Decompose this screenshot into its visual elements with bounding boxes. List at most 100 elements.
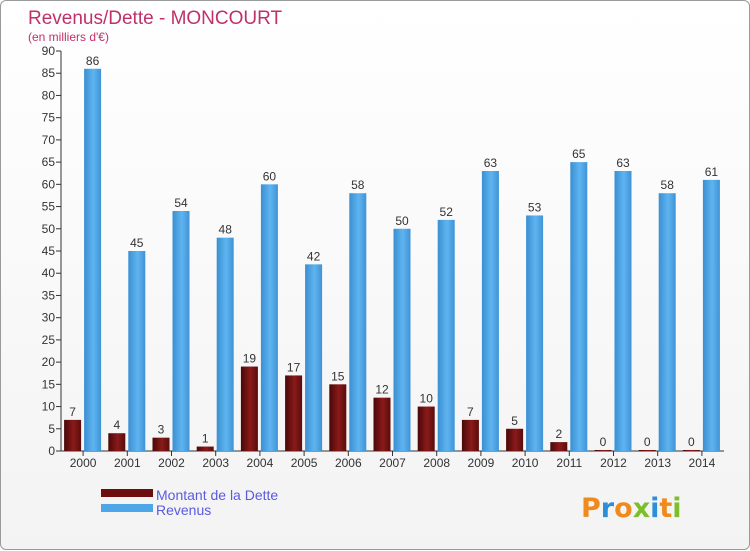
y-tick-label: 90 bbox=[42, 44, 56, 58]
value-label-dette-2006: 15 bbox=[331, 369, 345, 383]
value-label-dette-2001: 4 bbox=[113, 418, 120, 432]
value-label-revenus-2004: 60 bbox=[263, 169, 277, 183]
value-label-dette-2007: 12 bbox=[375, 383, 389, 397]
bar-dette-2007 bbox=[373, 397, 391, 451]
y-tick-label: 80 bbox=[42, 88, 56, 102]
value-label-revenus-2009: 63 bbox=[484, 156, 498, 170]
bar-revenus-2012 bbox=[614, 171, 632, 451]
logo-letter: o bbox=[614, 493, 633, 524]
x-tick-label: 2002 bbox=[158, 456, 185, 470]
logo-letter: i bbox=[672, 493, 681, 524]
y-tick-label: 70 bbox=[42, 133, 56, 147]
value-label-revenus-2010: 53 bbox=[528, 200, 542, 214]
bar-dette-2008 bbox=[417, 406, 435, 451]
x-tick-label: 2003 bbox=[202, 456, 229, 470]
bar-revenus-2008 bbox=[437, 219, 455, 451]
bar-dette-2004 bbox=[240, 366, 258, 451]
value-label-dette-2005: 17 bbox=[287, 360, 301, 374]
x-axis: 2000 2001 2002 2003 2004 2005 2006 2007 2008 2009… bbox=[61, 450, 724, 470]
bar-revenus-2001 bbox=[128, 251, 146, 451]
value-label-dette-2013: 0 bbox=[644, 435, 651, 449]
bar-dette-2001 bbox=[108, 433, 126, 451]
bar-dette-2010 bbox=[506, 428, 524, 451]
x-tick-label: 2007 bbox=[379, 456, 406, 470]
bar-dette-2005 bbox=[285, 375, 303, 451]
x-tick-label: 2011 bbox=[556, 456, 582, 470]
x-tick-label: 2005 bbox=[291, 456, 318, 470]
x-tick-label: 2001 bbox=[114, 456, 141, 470]
x-tick-label: 2009 bbox=[468, 456, 495, 470]
x-tick-label: 2004 bbox=[247, 456, 274, 470]
bar-revenus-2013 bbox=[658, 193, 676, 451]
value-label-dette-2008: 10 bbox=[420, 392, 434, 406]
chart-title: Revenus/Dette - MONCOURT bbox=[28, 8, 282, 29]
bar-revenus-2006 bbox=[349, 193, 367, 451]
y-tick-label: 75 bbox=[42, 111, 56, 125]
value-label-revenus-2006: 58 bbox=[351, 178, 365, 192]
bar-revenus-2010 bbox=[526, 215, 544, 451]
y-axis: 0 5 10 15 20 25 30 35 40 45 50 55 60 65 70 75 80 85 90 bbox=[42, 44, 62, 458]
y-tick-label: 55 bbox=[42, 200, 56, 214]
bar-revenus-2007 bbox=[393, 228, 411, 451]
value-label-revenus-2008: 52 bbox=[440, 205, 454, 219]
bar-dette-2013 bbox=[638, 450, 656, 451]
legend-label-debt: Montant de la Dette bbox=[156, 487, 278, 503]
bar-revenus-2009 bbox=[481, 171, 499, 451]
y-tick-label: 35 bbox=[42, 288, 56, 302]
value-label-dette-2003: 1 bbox=[202, 432, 209, 446]
value-label-dette-2002: 3 bbox=[158, 423, 165, 437]
legend-label-revenus: Revenus bbox=[156, 502, 211, 518]
bar-dette-2014 bbox=[682, 450, 700, 451]
bar-dette-2012 bbox=[594, 450, 612, 451]
legend-swatch-debt bbox=[101, 489, 153, 497]
value-label-revenus-2007: 50 bbox=[395, 214, 409, 228]
value-label-dette-2000: 7 bbox=[69, 405, 76, 419]
value-label-dette-2012: 0 bbox=[600, 435, 607, 449]
value-label-revenus-2003: 48 bbox=[219, 223, 233, 237]
logo-letter: r bbox=[601, 493, 615, 524]
x-tick-label: 2012 bbox=[600, 456, 627, 470]
value-label-dette-2004: 19 bbox=[243, 352, 257, 366]
logo-letter: x bbox=[633, 493, 650, 524]
value-label-dette-2010: 5 bbox=[511, 414, 518, 428]
value-label-revenus-2014: 61 bbox=[705, 165, 719, 179]
value-label-revenus-2002: 54 bbox=[174, 196, 188, 210]
bar-revenus-2000 bbox=[84, 68, 102, 452]
x-tick-label: 2006 bbox=[335, 456, 362, 470]
bar-revenus-2003 bbox=[216, 237, 234, 451]
y-tick-label: 15 bbox=[42, 377, 56, 391]
proxiti-logo: Proxiti bbox=[581, 493, 682, 524]
x-tick-label: 2014 bbox=[689, 456, 716, 470]
bar-revenus-2005 bbox=[305, 264, 323, 451]
chart-subtitle: (en milliers d'€) bbox=[28, 30, 109, 44]
bar-dette-2003 bbox=[196, 446, 214, 451]
value-label-dette-2011: 2 bbox=[555, 427, 562, 441]
y-tick-label: 5 bbox=[48, 422, 55, 436]
logo-letter: i bbox=[650, 493, 659, 524]
y-tick-label: 60 bbox=[42, 177, 56, 191]
value-label-revenus-2000: 86 bbox=[86, 54, 100, 68]
bar-revenus-2011 bbox=[570, 162, 588, 451]
y-tick-label: 10 bbox=[42, 400, 56, 414]
bars-group: 7 86 4 45 3 54 1 48 19 60 17 42 15 58 12 50 10 52 7 63 5 53 2 6… bbox=[64, 54, 720, 452]
value-label-revenus-2013: 58 bbox=[661, 178, 675, 192]
y-tick-label: 20 bbox=[42, 355, 56, 369]
x-tick-label: 2010 bbox=[512, 456, 539, 470]
x-tick-label: 2008 bbox=[423, 456, 450, 470]
value-label-revenus-2005: 42 bbox=[307, 249, 321, 263]
bar-dette-2000 bbox=[64, 419, 82, 451]
y-tick-label: 50 bbox=[42, 222, 56, 236]
value-label-dette-2009: 7 bbox=[467, 405, 474, 419]
bar-revenus-2004 bbox=[260, 184, 278, 452]
value-label-revenus-2012: 63 bbox=[616, 156, 630, 170]
y-tick-label: 65 bbox=[42, 155, 56, 169]
logo-letter: P bbox=[581, 493, 601, 524]
bar-dette-2009 bbox=[461, 419, 479, 451]
y-tick-label: 40 bbox=[42, 266, 56, 280]
legend-swatch-revenus bbox=[101, 504, 153, 512]
bar-revenus-2002 bbox=[172, 211, 190, 451]
legend: Montant de la Dette Revenus bbox=[101, 487, 278, 518]
logo-letter: t bbox=[659, 493, 672, 524]
